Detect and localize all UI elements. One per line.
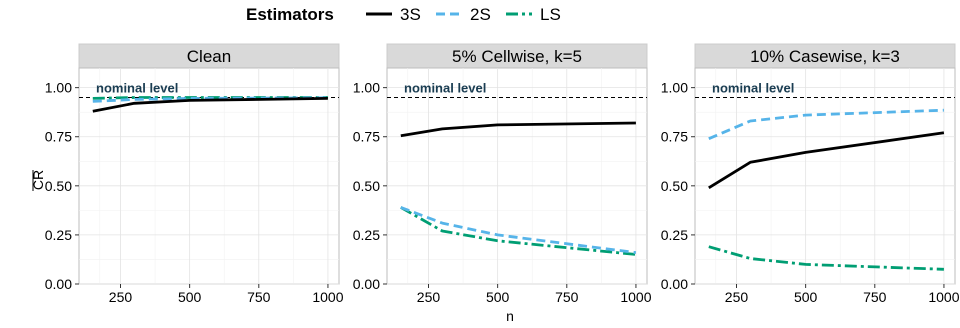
- y-tick-label: 0.00: [661, 276, 688, 292]
- panel-2: 5% Cellwise, k=5 0.00 0.25 0.50 0.75 1.00 250 5…: [353, 43, 652, 305]
- legend-title: Estimators: [246, 5, 334, 24]
- y-axis-title: CR: [30, 170, 46, 191]
- series-line-ls: [92, 96, 328, 100]
- x-tick-label: 500: [794, 289, 818, 305]
- x-tick-label: 250: [725, 289, 749, 305]
- panels: Clean 0.00 0.25 0.50 0.75 1.00 250 500 750 1000 no…: [45, 43, 960, 305]
- panel-title: Clean: [187, 47, 231, 66]
- x-tick-label: 750: [863, 289, 887, 305]
- y-tick-label: 0.25: [353, 227, 380, 243]
- y-axis-label: CR: [30, 170, 46, 190]
- y-tick-label: 0.25: [661, 227, 688, 243]
- series-line-2s: [92, 96, 328, 103]
- x-tick-label: 1000: [928, 289, 959, 305]
- series-line-3s: [400, 121, 636, 138]
- plot-area: [78, 67, 340, 285]
- panel-title: 5% Cellwise, k=5: [452, 47, 582, 66]
- series-line-2s: [708, 108, 944, 140]
- series-line-2s: [400, 206, 637, 254]
- nominal-level-label: nominal level: [96, 80, 178, 95]
- legend-entry-2s: 2S: [436, 5, 491, 24]
- y-tick-label: 0.75: [45, 129, 72, 145]
- x-tick-label: 1000: [312, 289, 343, 305]
- panel-strip: [694, 43, 956, 69]
- y-tick-label: 1.00: [353, 80, 380, 96]
- plot-area: [694, 67, 956, 285]
- x-tick-label: 250: [109, 289, 133, 305]
- x-tick-label: 500: [178, 289, 202, 305]
- x-tick-label: 250: [417, 289, 441, 305]
- y-tick-label: 0.75: [661, 129, 688, 145]
- series-line-ls: [708, 245, 944, 271]
- legend-entry-3s: 3S: [366, 5, 421, 24]
- series-line-ls: [400, 206, 637, 256]
- y-tick-label: 0.50: [661, 178, 688, 194]
- y-tick-label: 0.50: [353, 178, 380, 194]
- y-tick-label: 1.00: [45, 80, 72, 96]
- panel-1: Clean 0.00 0.25 0.50 0.75 1.00 250 500 750 1000 no…: [45, 43, 344, 305]
- panel-strip: [78, 43, 340, 69]
- series-line-3s: [708, 131, 945, 189]
- x-tick-label: 750: [555, 289, 579, 305]
- x-tick-label: 1000: [620, 289, 651, 305]
- legend: Estimators 3S 2S LS: [246, 5, 561, 24]
- legend-entry-ls: LS: [506, 5, 561, 24]
- legend-label-3s: 3S: [400, 5, 421, 24]
- y-tick-label: 0.25: [45, 227, 72, 243]
- y-tick-label: 1.00: [661, 80, 688, 96]
- y-tick-label: 0.50: [45, 178, 72, 194]
- x-axis-label: n: [506, 308, 514, 324]
- x-tick-label: 500: [486, 289, 510, 305]
- nominal-level-label: nominal level: [712, 80, 794, 95]
- x-tick-label: 750: [247, 289, 271, 305]
- series-line-3s: [92, 97, 328, 113]
- y-tick-label: 0.00: [353, 276, 380, 292]
- nominal-level-label: nominal level: [404, 80, 486, 95]
- panel-strip: [386, 43, 648, 69]
- plot-area: [386, 67, 648, 285]
- panel-3: 10% Casewise, k=3 0.00 0.25 0.50 0.75 1.00 250…: [661, 43, 960, 305]
- legend-label-2s: 2S: [470, 5, 491, 24]
- panel-title: 10% Casewise, k=3: [750, 47, 900, 66]
- y-tick-label: 0.00: [45, 276, 72, 292]
- y-tick-label: 0.75: [353, 129, 380, 145]
- legend-label-ls: LS: [540, 5, 561, 24]
